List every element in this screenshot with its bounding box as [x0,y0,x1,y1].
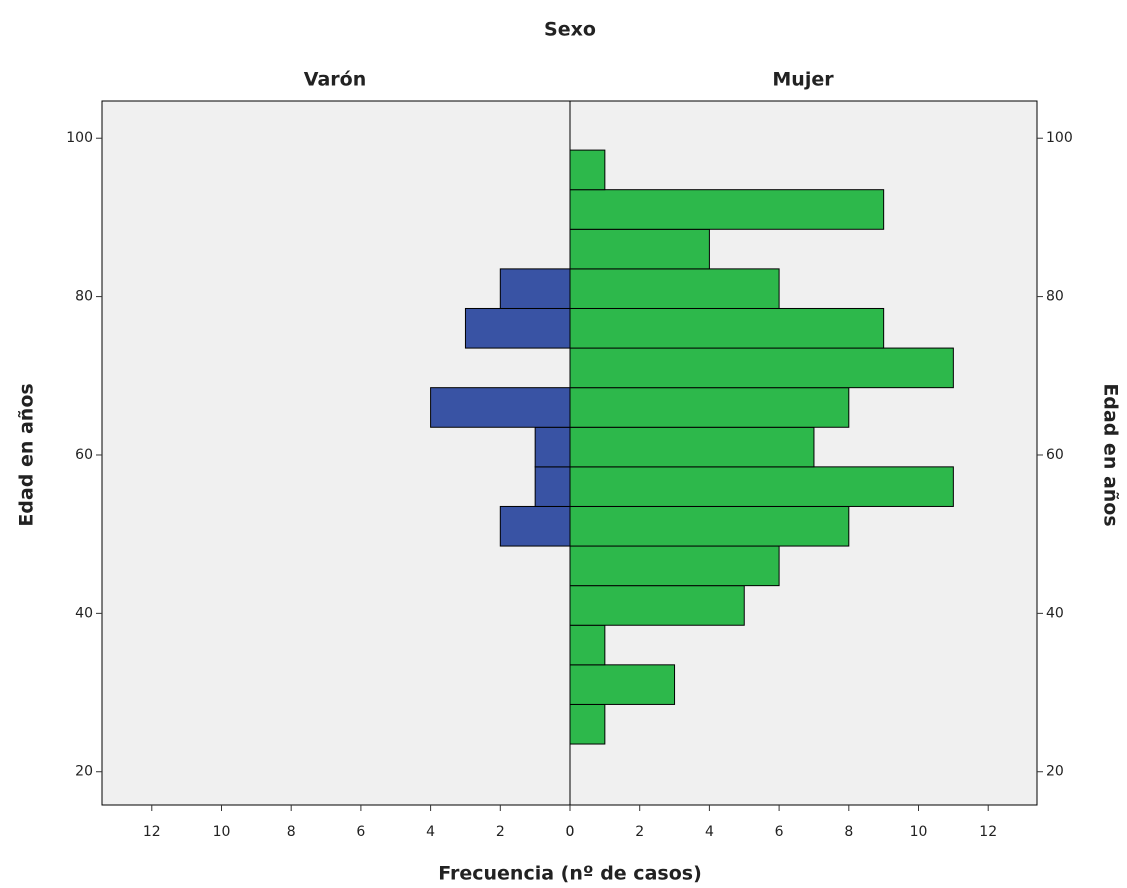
legend-label: Mujer [772,69,834,91]
bar [569,387,850,428]
bar [499,268,571,309]
bar [569,505,850,547]
x-tick-label: 12 [143,824,161,840]
y-tick-label: 80 [75,289,93,305]
y-tick-label-right: 40 [1046,605,1064,621]
bar [569,189,885,230]
bar [569,228,710,270]
bar [430,387,571,428]
x-tick-label: 2 [496,824,505,840]
bar [569,426,815,468]
bar [569,149,606,191]
bar [569,347,954,389]
x-tick-label: 10 [910,824,928,840]
bar [569,624,606,666]
y-tick-label: 100 [66,130,93,146]
x-tick-label: 10 [213,824,231,840]
bar [569,545,780,587]
bar [569,664,676,705]
x-tick-label: 6 [775,824,784,840]
x-tick-label: 0 [566,824,575,840]
x-tick-label: 12 [979,824,997,840]
y-tick-label-right: 100 [1046,130,1073,146]
x-axis-label: Frecuencia (nº de casos) [438,863,702,885]
y-tick-label-right: 20 [1046,764,1064,780]
bar [569,585,745,626]
bar [499,505,571,547]
chart-title: Sexo [544,19,596,41]
x-tick-label: 8 [844,824,853,840]
y-tick-label: 20 [75,764,93,780]
x-tick-label: 0 [566,824,575,840]
bar [534,426,571,468]
bar [534,466,571,507]
bar [569,466,954,507]
bar [569,268,780,309]
y-tick-label: 60 [75,447,93,463]
x-tick-label: 2 [635,824,644,840]
y-axis-label-right: Edad en años [1100,383,1122,526]
y-axis-label: Edad en años [16,383,38,526]
bar [569,703,606,745]
legend-label: Varón [304,69,366,91]
bar [569,307,885,349]
x-tick-label: 8 [287,824,296,840]
y-tick-label-right: 60 [1046,447,1064,463]
y-tick-label-right: 80 [1046,289,1064,305]
x-tick-label: 4 [426,824,435,840]
bar [464,307,571,349]
y-tick-label: 40 [75,605,93,621]
x-tick-label: 6 [356,824,365,840]
x-tick-label: 4 [705,824,714,840]
